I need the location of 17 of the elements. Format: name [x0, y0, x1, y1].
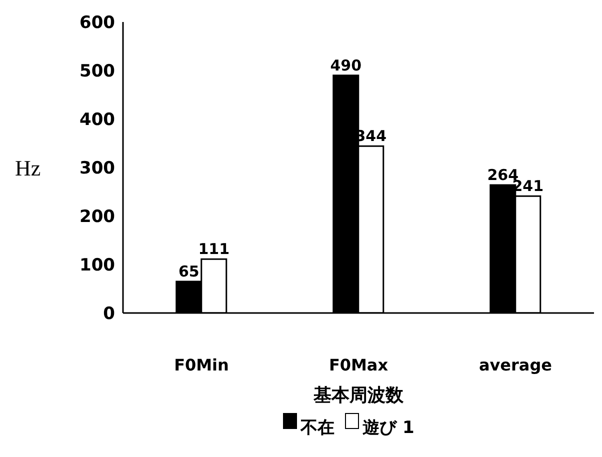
x-tick-label: average: [478, 355, 552, 374]
y-axis-title: Hz: [15, 155, 41, 180]
legend-label: 不在: [300, 417, 335, 439]
legend-label: 遊び 1: [362, 417, 414, 439]
x-axis-title: 基本周波数: [312, 385, 404, 406]
data-label: 65: [178, 262, 200, 280]
x-tick-label: F0Min: [174, 355, 229, 374]
x-tick-label: F0Max: [328, 355, 389, 374]
y-tick-label: 600: [80, 13, 116, 34]
y-tick-label: 200: [80, 207, 116, 228]
y-tick-label: 300: [80, 158, 116, 179]
data-label: 111: [198, 240, 230, 258]
y-tick-label: 400: [80, 110, 116, 130]
y-tick-label: 0: [103, 304, 116, 324]
y-tick-label: 100: [80, 256, 116, 276]
data-label: 490: [330, 56, 362, 74]
y-tick-label: 500: [80, 62, 116, 82]
